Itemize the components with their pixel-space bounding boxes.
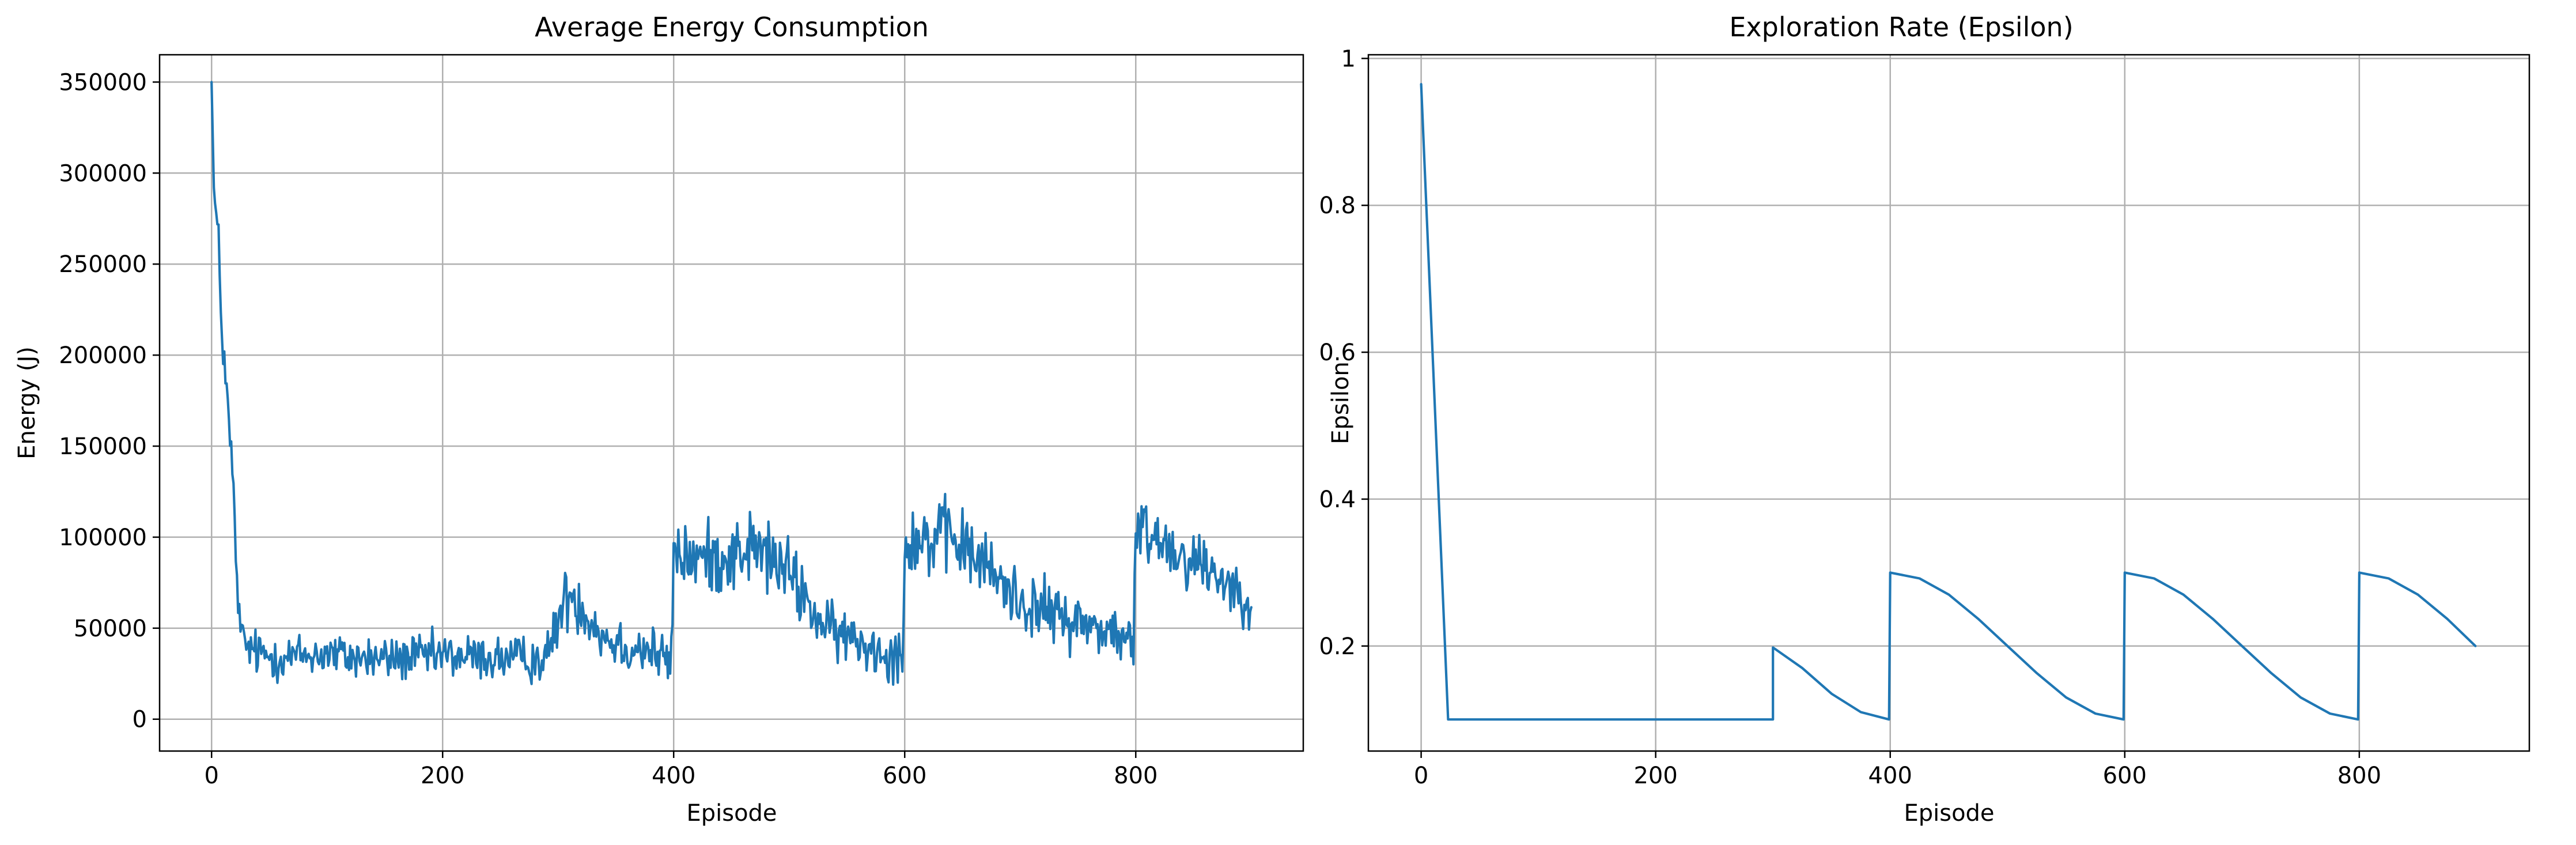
- epsilon-series: [1420, 82, 2477, 721]
- y-tick-label: 0.4: [1319, 486, 1356, 513]
- y-tick-label: 0.2: [1319, 633, 1356, 660]
- y-tick-label: 0: [133, 707, 147, 733]
- x-tick-label: 0: [205, 763, 219, 789]
- x-tick-label: 600: [883, 763, 926, 789]
- series-line: [210, 81, 1253, 686]
- x-tick-label: 600: [2103, 763, 2147, 789]
- epsilon-y-axis-label: Epsilon: [1327, 361, 1354, 444]
- energy-ticks: 0 200 400 600 800 0 50000 100000 150000 200000 250…: [59, 69, 1158, 789]
- y-tick-label: 150000: [59, 433, 147, 460]
- y-tick-label: 300000: [59, 160, 147, 187]
- y-tick-label: 0.6: [1319, 339, 1356, 366]
- x-tick-label: 400: [652, 763, 695, 789]
- y-tick-label: 1: [1341, 46, 1356, 72]
- energy-axes-frame: [158, 54, 1304, 752]
- epsilon-ticks: 0 200 400 600 800 0.2 0.4 0.6 0.8 1: [1319, 46, 2381, 789]
- x-tick-label: 800: [1114, 763, 1158, 789]
- x-tick-label: 200: [1633, 763, 1677, 789]
- y-tick-label: 50000: [74, 616, 147, 642]
- epsilon-chart-panel: Exploration Rate (Epsilon) 0 200 400 600 800…: [1319, 12, 2530, 827]
- x-tick-label: 0: [1414, 763, 1428, 789]
- y-tick-label: 100000: [59, 525, 147, 551]
- series-line: [1420, 82, 2477, 721]
- y-tick-label: 0.8: [1319, 193, 1356, 219]
- y-tick-label: 200000: [59, 342, 147, 369]
- energy-chart-title: Average Energy Consumption: [535, 12, 929, 43]
- energy-chart-panel: Average Energy Consumption 0 200 400 600 800…: [14, 12, 1304, 827]
- y-tick-label: 350000: [59, 69, 147, 96]
- energy-x-axis-label: Episode: [686, 800, 777, 827]
- x-tick-label: 200: [421, 763, 464, 789]
- energy-series: [210, 81, 1253, 686]
- epsilon-axes-frame: [1367, 54, 2530, 752]
- energy-y-axis-label: Energy (J): [14, 346, 40, 459]
- y-tick-label: 250000: [59, 251, 147, 278]
- epsilon-x-axis-label: Episode: [1904, 800, 1994, 827]
- x-tick-label: 400: [1868, 763, 1912, 789]
- epsilon-chart-title: Exploration Rate (Epsilon): [1729, 12, 2073, 43]
- x-tick-label: 800: [2337, 763, 2381, 789]
